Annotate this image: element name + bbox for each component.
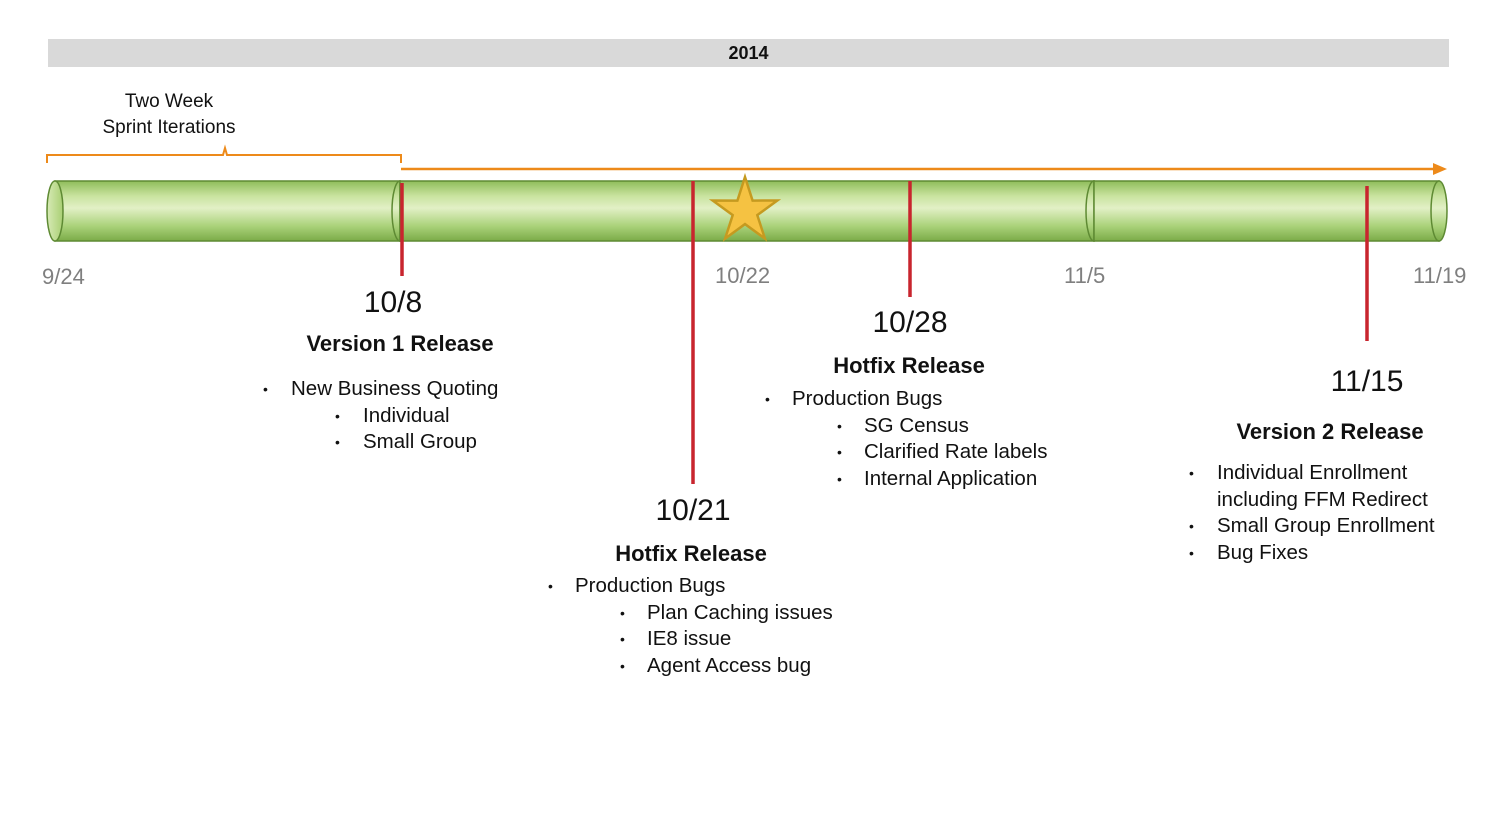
bullet-item: • Individual	[335, 403, 450, 427]
tube-segment-3	[1093, 180, 1448, 242]
milestone-title: Version 1 Release	[306, 331, 494, 356]
bullet-item: • Bug Fixes	[1189, 540, 1309, 564]
bullet-item-continuation: including FFM Redirect	[1217, 487, 1428, 511]
milestone-date: 10/8	[363, 286, 423, 319]
year-label: 2014	[728, 42, 769, 63]
bullet-item: • Agent Access bug	[620, 653, 812, 677]
bullet-item: • Production Bugs	[548, 574, 726, 597]
milestone-date: 10/28	[872, 306, 948, 339]
sprint-label: Two Week Sprint Iterations	[86, 89, 252, 141]
bullet-item: • Small Group Enrollment	[1189, 514, 1435, 538]
milestone-title: Hotfix Release	[615, 541, 767, 566]
bullet-item: • Plan Caching issues	[620, 600, 833, 624]
bullet-item: • New Business Quoting	[263, 377, 499, 400]
milestone-title: Version 2 Release	[1236, 419, 1424, 444]
milestone-bullets: • Production Bugs • SG Census • Clarified R…	[765, 386, 1047, 492]
tick-label: 11/19	[1413, 263, 1467, 288]
bullet-item: • Small Group	[335, 430, 477, 454]
tube-segment-1	[46, 180, 409, 242]
bullet-item: • Internal Application	[837, 466, 1038, 490]
bullet-item: • Individual Enrollment	[1189, 461, 1408, 484]
star-icon	[708, 172, 782, 242]
sprint-label-line2: Sprint Iterations	[102, 117, 236, 138]
tick-label: 10/22	[715, 263, 771, 288]
milestone-bullets: • Individual Enrollment including FFM Red…	[1189, 460, 1435, 566]
milestone-date: 11/15	[1330, 365, 1404, 398]
milestone-bullets: • New Business Quoting • Individual • Small…	[263, 376, 498, 456]
bullet-item: • Production Bugs	[765, 387, 943, 410]
milestone-bullets: • Production Bugs • Plan Caching issues • I…	[548, 573, 833, 679]
milestone-date: 10/21	[655, 494, 731, 527]
timeline-arrowhead	[1433, 163, 1447, 175]
sprint-label-line1: Two Week	[124, 91, 214, 112]
sprint-bracket	[46, 144, 402, 163]
bullet-item: • Clarified Rate labels	[837, 440, 1048, 464]
tick-label: 11/5	[1064, 263, 1106, 288]
bullet-item: • SG Census	[837, 413, 969, 437]
year-header: 2014	[48, 39, 1449, 67]
tick-label: 9/24	[42, 264, 85, 289]
bullet-item: • IE8 issue	[620, 627, 732, 651]
milestone-title: Hotfix Release	[833, 353, 985, 378]
